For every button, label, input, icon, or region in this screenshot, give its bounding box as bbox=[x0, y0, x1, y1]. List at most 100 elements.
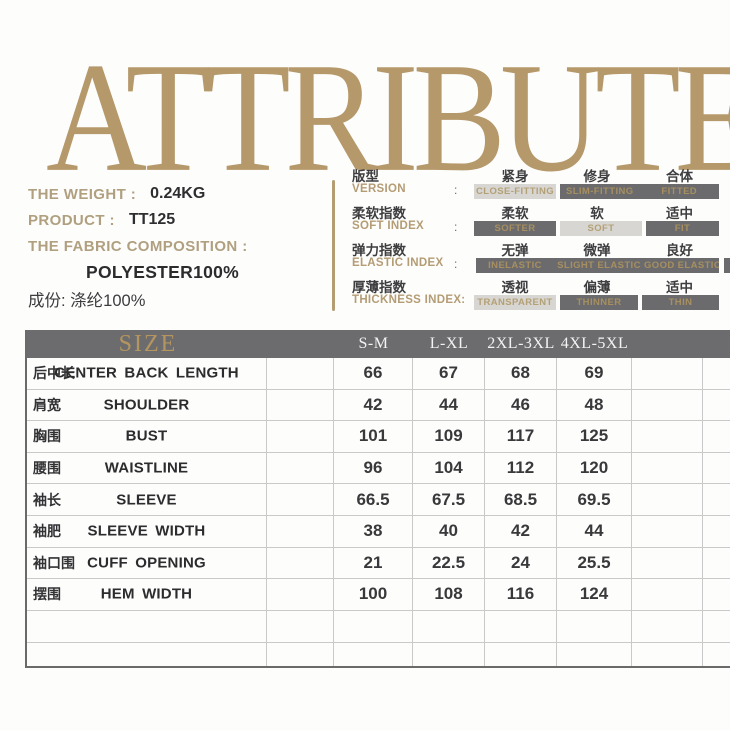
size-value: 40 bbox=[413, 515, 485, 548]
elastic-colon: : bbox=[454, 257, 458, 271]
soft-option-cn: 适中 bbox=[666, 206, 693, 221]
product-label: PRODUCT : bbox=[28, 211, 115, 229]
empty-cell bbox=[703, 579, 730, 611]
row-label-en: CENTER BACK LENGTH bbox=[54, 364, 239, 382]
empty-cell bbox=[703, 453, 730, 485]
attribute-row-soft: 柔软指数 SOFT INDEX : 柔软 软 适中 SOFTER SOFT FI… bbox=[348, 201, 730, 238]
row-label-en: WAISTLINE bbox=[104, 459, 189, 477]
product-row: PRODUCT : TT125 bbox=[28, 207, 328, 233]
size-value: 42 bbox=[485, 515, 557, 548]
empty-cell bbox=[632, 579, 703, 611]
size-column-header: S-M bbox=[358, 335, 389, 352]
weight-label: THE WEIGHT : bbox=[28, 185, 137, 203]
size-value: 25.5 bbox=[557, 547, 632, 580]
table-row: 胸围 BUST 101 109 117 125 bbox=[27, 421, 730, 453]
size-value: 117 bbox=[485, 421, 557, 453]
size-value: 42 bbox=[334, 389, 413, 422]
table-row: 袖长 SLEEVE 66.5 67.5 68.5 69.5 bbox=[27, 484, 730, 516]
thickness-option: THIN bbox=[642, 295, 719, 310]
size-value: 44 bbox=[413, 389, 485, 422]
elastic-option-cn: 微弹 bbox=[583, 243, 611, 258]
fabric-value: POLYESTER100% bbox=[86, 262, 240, 282]
soft-option: SOFTER bbox=[474, 221, 556, 236]
size-value: 44 bbox=[557, 515, 632, 548]
composition-cn: 成份: 涤纶100% bbox=[28, 291, 146, 310]
empty-cell bbox=[703, 484, 730, 516]
size-value: 109 bbox=[413, 421, 485, 453]
size-value: 66 bbox=[334, 358, 413, 390]
row-label-cn: 后中长 bbox=[33, 365, 75, 382]
size-value: 38 bbox=[334, 515, 413, 548]
size-value: 125 bbox=[557, 421, 632, 453]
version-option: FITTED bbox=[661, 186, 698, 197]
elastic-option-cn: 良好 bbox=[666, 243, 693, 258]
table-row: 腰围 WAISTLINE 96 104 112 120 bbox=[27, 452, 730, 485]
soft-option: FIT bbox=[646, 221, 719, 236]
row-label-cn: 袖长 bbox=[33, 491, 61, 508]
soft-option-cn: 软 bbox=[590, 206, 604, 221]
row-label-en: SLEEVE WIDTH bbox=[87, 522, 206, 540]
attribute-row-elastic: 弹力指数 ELASTIC INDEX : 无弹 微弹 良好 INELASTIC … bbox=[348, 238, 730, 275]
empty-cell bbox=[632, 389, 703, 422]
spacer-cell bbox=[267, 515, 334, 548]
empty-cell bbox=[632, 484, 703, 516]
size-value: 108 bbox=[413, 579, 485, 611]
version-option: SLIM-FITTING bbox=[565, 186, 634, 197]
version-option-cn: 修身 bbox=[583, 169, 611, 184]
table-row: 后中长 CENTER BACK LENGTH 66 67 68 69 bbox=[27, 358, 730, 390]
size-value: 48 bbox=[557, 389, 632, 422]
version-label-en: VERSION bbox=[352, 183, 406, 195]
table-row: 肩宽 SHOULDER 42 44 46 48 bbox=[27, 389, 730, 422]
spacer-cell bbox=[267, 579, 334, 611]
size-value: 120 bbox=[557, 452, 632, 485]
size-value: 67.5 bbox=[413, 484, 485, 516]
version-option-bar: SLIM-FITTING FITTED bbox=[560, 184, 719, 199]
row-label-cn: 袖口围 bbox=[33, 554, 75, 571]
size-value: 112 bbox=[485, 452, 557, 485]
elastic-option: GOOD ELASTIC bbox=[644, 260, 719, 271]
soft-label-cn: 柔软指数 bbox=[352, 206, 406, 221]
version-label-cn: 版型 bbox=[352, 169, 379, 184]
size-column-header: L-XL bbox=[429, 335, 469, 352]
fabric-value-row: POLYESTER100% bbox=[28, 259, 328, 286]
thickness-option-selected: TRANSPARENT bbox=[474, 295, 556, 310]
empty-cell bbox=[632, 547, 703, 580]
elastic-option-bar: INELASTIC SLIGHT ELASTIC GOOD ELASTIC bbox=[476, 258, 719, 273]
weight-row: THE WEIGHT : 0.24KG bbox=[28, 181, 328, 207]
empty-cell bbox=[632, 421, 703, 453]
row-label-en: CUFF OPENING bbox=[87, 554, 206, 572]
row-label-cn: 摆围 bbox=[33, 586, 61, 603]
size-table-title: SIZE bbox=[118, 331, 178, 357]
empty-cell bbox=[703, 516, 730, 548]
size-value: 68.5 bbox=[485, 484, 557, 516]
empty-cell bbox=[632, 358, 703, 390]
soft-label-en: SOFT INDEX bbox=[352, 220, 425, 232]
empty-cell bbox=[703, 358, 730, 390]
soft-option-selected: SOFT bbox=[560, 221, 642, 236]
table-empty-row bbox=[27, 610, 730, 643]
spacer-cell bbox=[267, 452, 334, 485]
table-empty-row bbox=[27, 642, 730, 666]
size-value: 101 bbox=[334, 421, 413, 453]
product-value: TT125 bbox=[128, 211, 176, 228]
size-value: 67 bbox=[413, 358, 485, 390]
elastic-option-cn: 无弹 bbox=[501, 243, 529, 258]
elastic-label-en: ELASTIC INDEX bbox=[352, 257, 444, 269]
row-label-cn: 袖肥 bbox=[33, 523, 61, 540]
row-label-cn: 胸围 bbox=[33, 428, 61, 445]
size-column-header: 4XL-5XL bbox=[560, 335, 629, 352]
size-value: 21 bbox=[334, 547, 413, 580]
attribute-row-version: 版型 VERSION : 紧身 修身 合体 CLOSE-FITTING SLIM… bbox=[348, 164, 730, 201]
spacer-cell bbox=[267, 484, 334, 516]
spacer-cell bbox=[267, 421, 334, 453]
size-table-header: SIZE S-M L-XL 2XL-3XL 4XL-5XL bbox=[27, 330, 730, 358]
version-colon: : bbox=[454, 183, 458, 197]
row-label-cn: 腰围 bbox=[33, 460, 61, 477]
soft-colon: : bbox=[454, 220, 458, 234]
spacer-cell bbox=[267, 358, 334, 390]
size-value: 96 bbox=[334, 452, 413, 485]
fabric-label: THE FABRIC COMPOSITION : bbox=[28, 237, 248, 255]
product-info-panel: THE WEIGHT : 0.24KG PRODUCT : TT125 THE … bbox=[28, 181, 328, 311]
size-value: 22.5 bbox=[413, 547, 485, 580]
empty-cell bbox=[703, 421, 730, 453]
